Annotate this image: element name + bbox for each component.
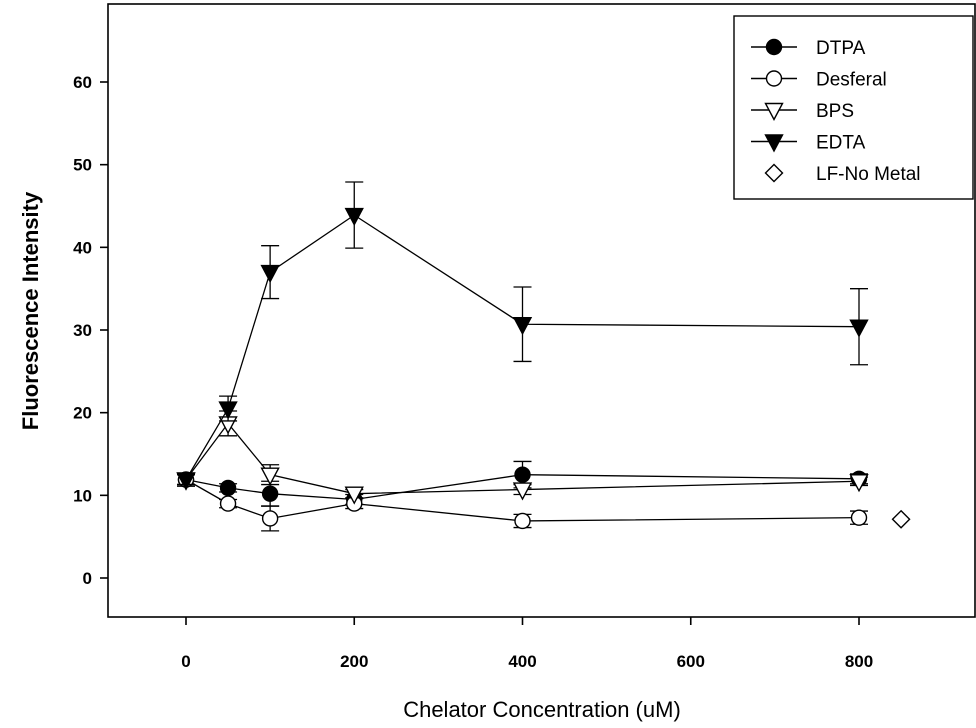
y-tick-label: 50 <box>73 156 92 175</box>
legend-marker-desferal <box>765 70 783 87</box>
data-point-lf-no-metal <box>891 509 911 529</box>
y-axis: 0 10 20 30 40 50 60 <box>73 73 108 588</box>
data-point-bps <box>849 474 869 493</box>
plot-frame <box>107 3 976 618</box>
legend-label: BPS <box>816 101 854 122</box>
data-point-edta <box>260 264 280 284</box>
y-tick-label: 20 <box>73 404 92 423</box>
x-tick-label: 400 <box>508 652 536 671</box>
legend-label: LF-No Metal <box>816 164 921 185</box>
legend-item-edta: EDTA <box>751 133 866 154</box>
legend-item-desferal: Desferal <box>751 70 887 91</box>
y-tick-label: 40 <box>73 238 92 257</box>
x-tick-label: 200 <box>340 652 368 671</box>
y-tick-label: 30 <box>73 321 92 340</box>
data-point-edta <box>344 207 364 227</box>
legend-label: EDTA <box>816 133 866 154</box>
legend-marker-lf-no-metal <box>764 163 784 183</box>
legend-label: DTPA <box>816 38 866 59</box>
y-tick-label: 60 <box>73 73 92 92</box>
y-tick-label: 10 <box>73 486 92 505</box>
data-point-desferal <box>261 510 279 527</box>
data-point-dtpa <box>261 485 279 502</box>
legend-marker-bps <box>764 102 784 121</box>
y-tick-label: 0 <box>83 569 92 588</box>
series-layer <box>176 181 911 532</box>
legend-item-dtpa: DTPA <box>751 38 866 59</box>
data-point-edta <box>218 401 238 420</box>
legend-item-lf-no-metal: LF-No Metal <box>764 163 921 185</box>
data-point-dtpa <box>219 479 237 497</box>
series-bps <box>176 410 869 505</box>
data-point-edta <box>849 319 869 338</box>
data-point-edta <box>176 472 196 491</box>
x-axis: 0 200 400 600 800 <box>181 617 873 671</box>
data-point-dtpa <box>514 466 531 483</box>
data-point-bps <box>260 467 280 486</box>
x-axis-title: Chelator Concentration (uM) <box>403 697 681 722</box>
legend-marker-dtpa <box>765 38 783 56</box>
legend-item-bps: BPS <box>751 101 854 122</box>
x-tick-label: 600 <box>677 652 705 671</box>
series-line-bps <box>185 422 860 495</box>
data-point-bps <box>512 482 533 501</box>
data-point-desferal <box>514 512 531 530</box>
x-tick-label: 800 <box>845 652 873 671</box>
legend-label: Desferal <box>816 70 887 91</box>
data-point-desferal <box>850 509 868 526</box>
legend: DTPA Desferal BPS EDTA LF-No Metal <box>733 15 974 200</box>
data-point-desferal <box>219 495 237 512</box>
series-edta <box>176 181 869 491</box>
data-point-bps <box>344 486 364 505</box>
legend-marker-edta <box>764 134 784 153</box>
x-tick-label: 0 <box>181 652 190 671</box>
data-point-edta <box>512 317 533 336</box>
y-axis-title: Fluorescence Intensity <box>18 191 43 430</box>
series-lf-no-metal <box>891 509 911 529</box>
